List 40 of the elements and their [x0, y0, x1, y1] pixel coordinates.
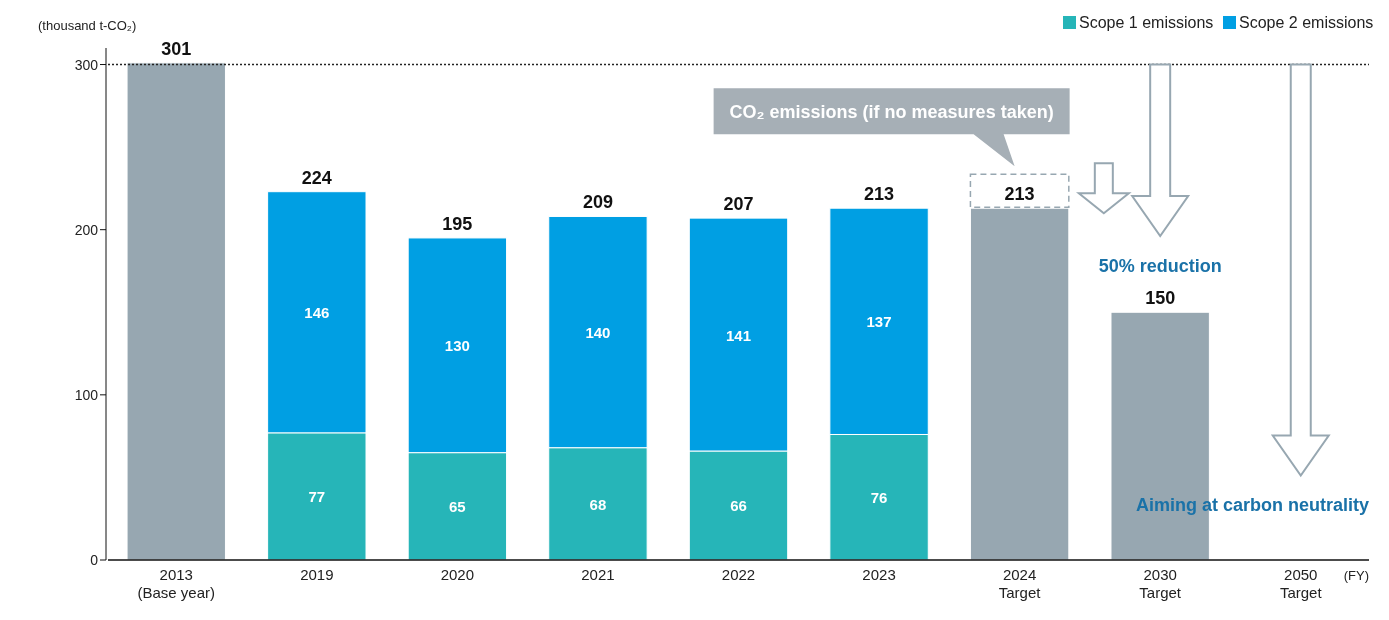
x-tick-label: 2019	[300, 566, 334, 583]
data-label: 137	[866, 313, 892, 331]
y-tick-label: 100	[74, 386, 99, 403]
data-label: 140	[585, 324, 611, 342]
y-tick-label: 200	[74, 221, 99, 238]
data-label: 65	[449, 498, 466, 516]
data-label: 213	[1004, 184, 1035, 205]
y-tick-label: 300	[74, 56, 99, 73]
x-tick-label: 2020	[440, 566, 475, 583]
data-label: 68	[589, 495, 607, 513]
data-label: 66	[730, 497, 747, 515]
data-label: 150	[1145, 288, 1176, 309]
bar	[969, 207, 1070, 561]
x-tick-label: 2030 Target	[1139, 566, 1182, 601]
total-label: 209	[582, 192, 613, 213]
data-label: 301	[161, 38, 192, 59]
data-label: 141	[725, 326, 752, 344]
data-label: 146	[304, 304, 330, 322]
annotation: Aiming at carbon neutrality	[1135, 495, 1369, 516]
data-label: 76	[870, 489, 888, 507]
x-tick-label: 2024 Target	[998, 566, 1042, 601]
total-label: 195	[442, 213, 473, 234]
y-tick-label: 0	[90, 552, 99, 568]
annotation: CO₂ emissions (if no measures taken)	[729, 102, 1054, 123]
x-tick-label: 2013 (Base year)	[137, 566, 216, 601]
x-axis-title: (FY)	[1343, 568, 1369, 583]
bar	[126, 62, 226, 561]
x-tick-label: 2050 Target	[1279, 566, 1323, 601]
annotation: 50% reduction	[1098, 256, 1222, 277]
y-axis-title: (thousand t-CO₂)	[38, 18, 137, 33]
x-tick-label: 2022	[721, 566, 756, 583]
legend-label: Scope 2 emissions	[1239, 14, 1374, 31]
data-label: 77	[308, 488, 326, 506]
total-label: 213	[864, 184, 895, 205]
total-label: 207	[723, 194, 754, 215]
x-tick-label: 2023	[862, 566, 896, 583]
total-label: 224	[301, 167, 332, 188]
data-label: 130	[444, 337, 470, 355]
legend-label: Scope 1 emissions	[1079, 14, 1214, 31]
x-tick-label: 2021	[581, 566, 615, 583]
